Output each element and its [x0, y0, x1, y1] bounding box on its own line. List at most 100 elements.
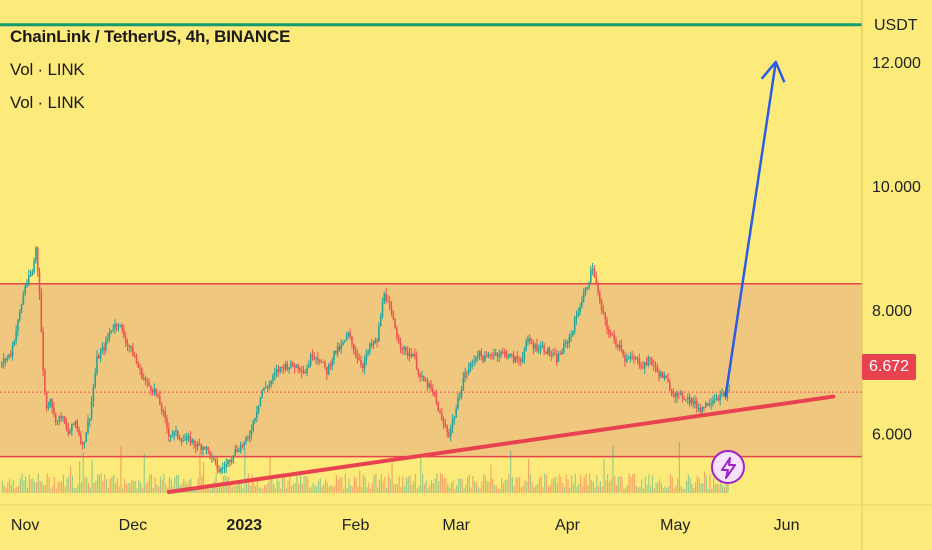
alert-button[interactable]	[711, 450, 745, 484]
x-tick-label: Jun	[774, 517, 800, 534]
volume-bar	[262, 488, 264, 493]
volume-bar	[606, 474, 609, 493]
candle-body	[622, 349, 624, 356]
candle-body	[388, 301, 391, 307]
volume-bar	[608, 481, 610, 493]
candle-body	[469, 363, 472, 369]
candle-body	[658, 371, 660, 377]
volume-bar	[308, 488, 311, 493]
candle-body	[415, 356, 418, 370]
volume-bar	[454, 488, 456, 493]
volume-bar	[556, 482, 558, 493]
volume-bar	[450, 483, 452, 493]
y-tick-label: 6.000	[872, 427, 912, 444]
volume-bar	[337, 479, 339, 493]
candle-body	[431, 388, 434, 392]
volume-bar	[294, 482, 296, 493]
volume-bar	[565, 474, 567, 493]
candle-body	[248, 435, 251, 439]
candle-body	[139, 367, 141, 370]
candle-body	[640, 365, 642, 368]
candle-body	[356, 354, 359, 359]
volume-bar	[195, 487, 197, 493]
candle-body	[182, 440, 184, 442]
volume-bar	[84, 477, 86, 493]
candle-body	[710, 403, 712, 405]
volume-bar	[175, 475, 178, 493]
candle-body	[203, 447, 206, 449]
candle-body	[345, 335, 348, 341]
candle-body	[554, 353, 556, 355]
volume-bar	[506, 479, 508, 493]
candle-body	[645, 362, 648, 365]
volume-bar	[721, 485, 724, 493]
volume-bar	[535, 485, 537, 493]
candle-body	[338, 346, 341, 350]
volume-bar	[48, 477, 50, 493]
candle-body	[607, 329, 610, 334]
candle-body	[227, 460, 229, 464]
candle-body	[593, 268, 596, 278]
volume-bar	[481, 481, 483, 493]
candle-body	[264, 387, 267, 389]
candle-body	[47, 405, 50, 409]
volume-indicator-label[interactable]: Vol · LINK	[10, 60, 85, 79]
candle-body	[455, 408, 457, 418]
currency-label[interactable]: USDT	[874, 17, 918, 34]
current-price-tag: 6.672	[862, 354, 916, 380]
volume-bar	[303, 475, 305, 493]
volume-bar	[669, 474, 672, 493]
candle-body	[230, 458, 233, 462]
volume-bars	[1, 441, 729, 493]
candle-body	[638, 358, 641, 366]
candle-body	[317, 358, 319, 361]
candle-body	[184, 439, 186, 441]
volume-bar	[536, 484, 539, 493]
candle-body	[36, 247, 39, 272]
candle-body	[728, 389, 730, 391]
volume-bar	[316, 486, 318, 493]
candle-body	[196, 443, 199, 447]
volume-bar	[87, 483, 90, 493]
volume-bar	[488, 481, 490, 493]
candle-body	[440, 413, 443, 420]
candle-body	[385, 293, 387, 301]
candle-body	[695, 400, 698, 409]
volume-bar	[235, 485, 237, 493]
volume-bar	[118, 486, 120, 493]
candle-body	[123, 329, 125, 337]
candle-body	[159, 395, 161, 405]
volume-bar	[242, 488, 244, 493]
volume-bar	[123, 478, 126, 493]
candle-body	[500, 351, 502, 355]
volume-bar	[529, 474, 531, 493]
candle-body	[6, 357, 8, 361]
candle-body	[667, 378, 669, 383]
candle-body	[706, 402, 709, 406]
candle-body	[609, 333, 612, 335]
candle-body	[354, 350, 357, 355]
candle-body	[49, 399, 52, 406]
candle-body	[229, 460, 231, 462]
candle-body	[128, 345, 131, 348]
y-tick-label: 12.000	[872, 55, 921, 72]
volume-indicator-label[interactable]: Vol · LINK	[10, 93, 85, 112]
candle-body	[493, 354, 495, 356]
candle-body	[254, 417, 256, 421]
volume-bar	[617, 476, 619, 493]
volume-bar	[127, 482, 129, 493]
volume-bar	[619, 476, 621, 493]
candle-body	[94, 373, 96, 388]
candle-body	[688, 397, 691, 403]
volume-bar	[393, 483, 395, 493]
volume-bar	[562, 483, 564, 493]
candle-body	[302, 371, 305, 373]
volume-bar	[111, 476, 113, 493]
volume-bar	[255, 486, 257, 493]
volume-bar	[711, 488, 713, 493]
volume-bar	[220, 487, 223, 493]
volume-bar	[569, 487, 571, 493]
volume-bar	[326, 482, 329, 493]
volume-bar	[244, 448, 246, 493]
